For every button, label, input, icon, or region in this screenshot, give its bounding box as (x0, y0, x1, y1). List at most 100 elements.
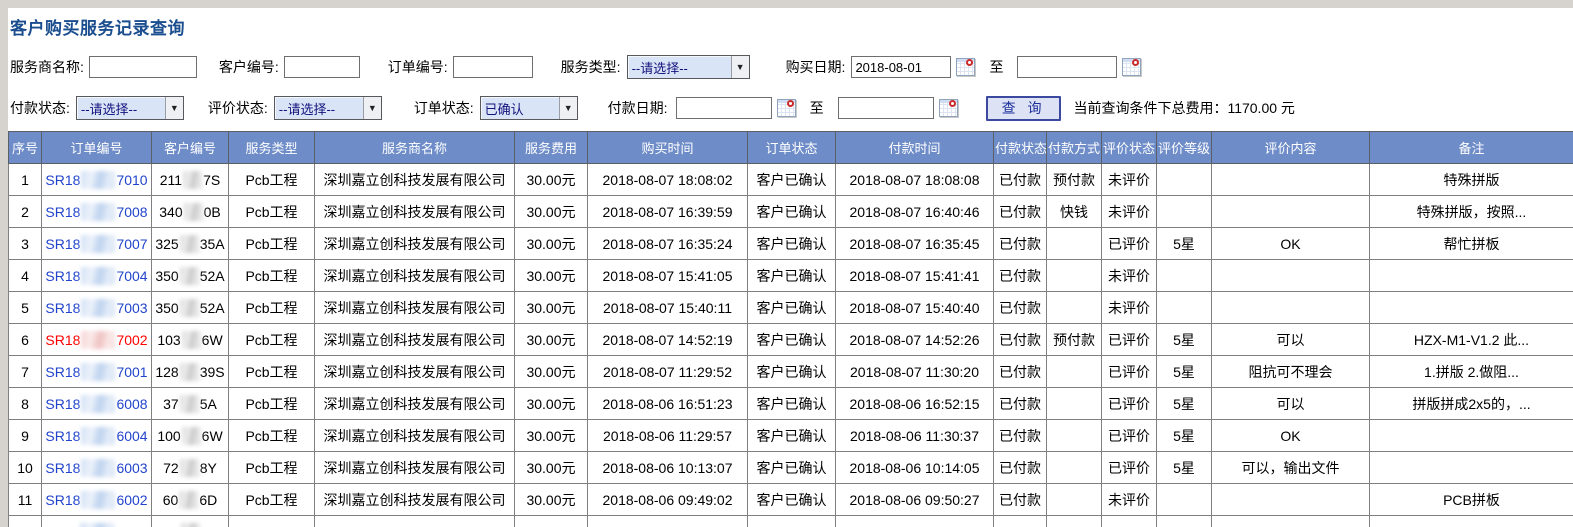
calendar-icon[interactable] (1122, 58, 1142, 76)
pay-status-cell: 已付款 (993, 195, 1047, 228)
service-type-cell: Pcb工程 (228, 387, 315, 420)
text-fragment: 6008 (116, 395, 148, 412)
order-link[interactable]: SR18 7003 (45, 298, 148, 317)
empty-cell (8, 515, 42, 527)
text-fragment: 128 (155, 363, 179, 380)
redacted-blur (81, 298, 116, 317)
order-link[interactable]: SR18 7001 (45, 362, 148, 381)
text-fragment: SR18 (45, 235, 81, 252)
empty-cell (514, 515, 588, 527)
order-link[interactable]: SR18 6003 (45, 458, 148, 477)
rating-cell (1156, 163, 1212, 196)
redacted-blur (81, 458, 116, 477)
pay-method-cell: 快钱 (1046, 195, 1102, 228)
row-index-cell: 10 (8, 451, 42, 484)
pay-date-to-input[interactable] (837, 97, 934, 119)
order-no-cell: SR18 6002 (41, 483, 152, 516)
service-type-cell: Pcb工程 (228, 227, 315, 260)
order-status-selected-value: 已确认 (484, 101, 524, 117)
fee-cell: 30.00元 (514, 451, 588, 484)
review-status-select[interactable]: --请选择-- ▼ (273, 96, 382, 120)
text-fragment: 39S (199, 363, 225, 380)
provider-name-input[interactable] (88, 56, 197, 78)
service-type-cell: Pcb工程 (228, 419, 315, 452)
redacted-blur (179, 458, 199, 477)
redacted-blur (81, 266, 116, 285)
buy-date-from-input[interactable] (851, 56, 952, 78)
remark-cell: 特殊拼版 (1369, 163, 1573, 196)
pay-status-cell: 已付款 (993, 259, 1047, 292)
review-content-cell (1211, 291, 1370, 324)
order-link[interactable]: SR18 7004 (45, 266, 148, 285)
customer-no-input[interactable] (283, 56, 360, 78)
text-fragment: 0B (203, 203, 221, 220)
pay-method-cell (1046, 291, 1102, 324)
pay-status-cell: 已付款 (993, 483, 1047, 516)
pay-time-cell: 2018-08-07 16:40:46 (835, 195, 994, 228)
order-link[interactable]: SR18 6008 (45, 394, 148, 413)
review-status-cell: 已评价 (1101, 355, 1157, 388)
review-status-cell: 未评价 (1101, 291, 1157, 324)
service-type-cell: Pcb工程 (228, 483, 315, 516)
text-fragment: 325 (155, 235, 179, 252)
row-index-cell: 4 (8, 259, 42, 292)
chevron-down-icon: ▼ (558, 97, 577, 119)
pay-time-cell: 2018-08-07 18:08:08 (835, 163, 994, 196)
calendar-icon[interactable] (938, 99, 958, 117)
rating-cell: 5星 (1156, 419, 1212, 452)
buy-time-cell: 2018-08-06 09:49:02 (587, 483, 748, 516)
order-no-input[interactable] (452, 56, 533, 78)
provider-cell: 深圳嘉立创科技发展有限公司 (314, 355, 515, 388)
empty-cell (747, 515, 836, 527)
empty-cell (1369, 515, 1573, 527)
text-fragment: 100 (157, 427, 181, 444)
buy-time-cell: 2018-08-07 11:29:52 (587, 355, 748, 388)
column-header: 服务商名称 (314, 131, 515, 164)
to-label: 至 (809, 100, 824, 116)
order-link[interactable]: SR18 7010 (45, 170, 148, 189)
text-fragment: SR18 (45, 491, 81, 508)
rating-cell: 5星 (1156, 323, 1212, 356)
service-type-select[interactable]: --请选择-- ▼ (626, 55, 750, 79)
order-status-cell: 客户已确认 (747, 451, 836, 484)
empty-cell (41, 515, 152, 527)
pay-time-cell: 2018-08-07 11:30:20 (835, 355, 994, 388)
fee-cell: 30.00元 (514, 291, 588, 324)
calendar-icon[interactable] (956, 58, 976, 76)
provider-cell: 深圳嘉立创科技发展有限公司 (314, 291, 515, 324)
text-fragment: SR18 (45, 395, 81, 412)
order-link[interactable]: SR18 6002 (45, 490, 148, 509)
service-type-cell: Pcb工程 (228, 355, 315, 388)
search-button[interactable]: 查 询 (985, 95, 1062, 121)
order-link[interactable]: SR18 7002 (45, 330, 148, 349)
buy-time-cell: 2018-08-07 16:35:24 (587, 227, 748, 260)
review-content-cell: 阻抗可不理会 (1211, 355, 1370, 388)
pay-status-label: 付款状态: (10, 100, 70, 116)
pay-status-cell: 已付款 (993, 227, 1047, 260)
text-fragment: 7007 (116, 235, 148, 252)
customer-no-cell: 100 6W (151, 419, 229, 452)
redacted-blur (81, 202, 116, 221)
order-status-select[interactable]: 已确认 ▼ (479, 96, 578, 120)
column-header: 备注 (1369, 131, 1573, 164)
review-status-cell: 已评价 (1101, 419, 1157, 452)
text-fragment: 211 (159, 171, 183, 188)
provider-cell: 深圳嘉立创科技发展有限公司 (314, 227, 515, 260)
review-status-cell: 未评价 (1101, 163, 1157, 196)
text-fragment: 7010 (116, 171, 148, 188)
service-type-cell: Pcb工程 (228, 323, 315, 356)
pay-date-from-input[interactable] (675, 97, 772, 119)
order-link[interactable]: SR18 7007 (45, 234, 148, 253)
redacted-blur (81, 426, 116, 445)
calendar-icon[interactable] (776, 99, 796, 117)
order-link[interactable]: SR18 6004 (45, 426, 148, 445)
pay-date-label: 付款日期: (607, 100, 668, 116)
empty-cell (314, 515, 515, 527)
redacted-blur (179, 394, 199, 413)
pay-time-cell: 2018-08-06 09:50:27 (835, 483, 994, 516)
order-no-cell: SR18 6004 (41, 419, 152, 452)
order-link[interactable]: SR18 7008 (45, 202, 148, 221)
buy-date-to-input[interactable] (1017, 56, 1118, 78)
table-row: 2 SR18 7008 340 0B Pcb工程 深圳嘉立创科技发展有限公司 30.00元 20… (8, 195, 1573, 228)
pay-status-select[interactable]: --请选择-- ▼ (75, 96, 184, 120)
